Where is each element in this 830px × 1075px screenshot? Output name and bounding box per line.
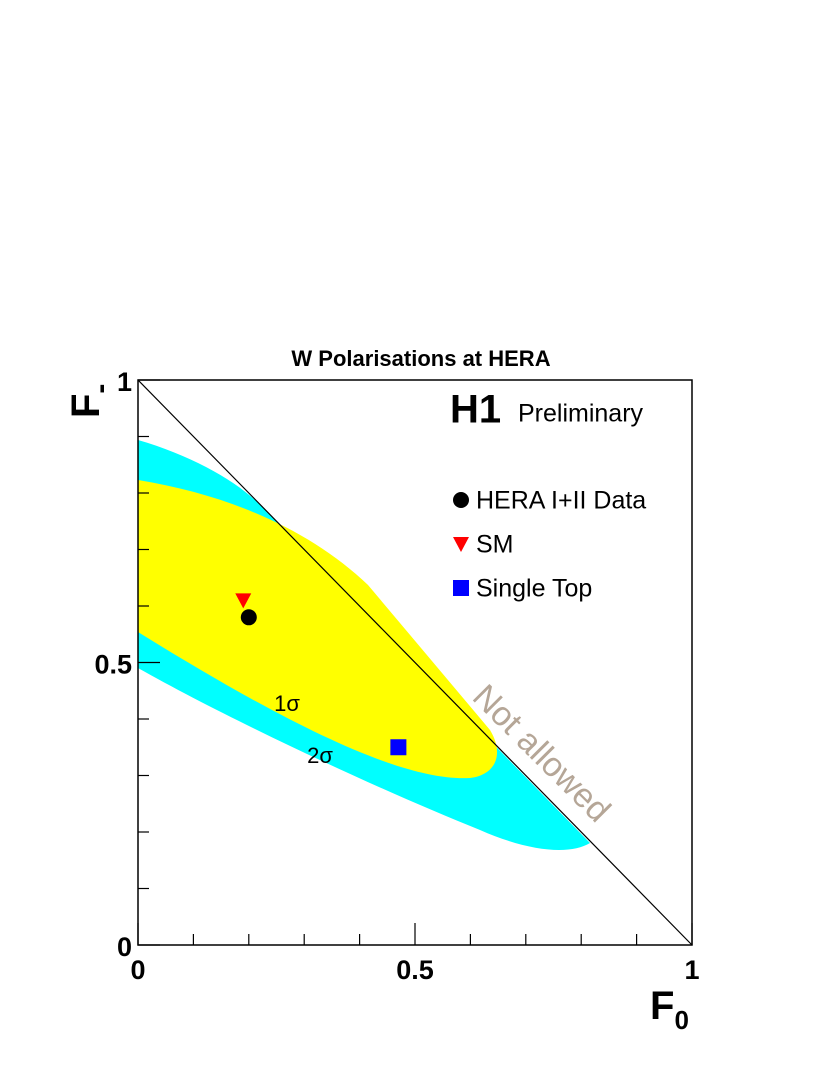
kinematic-boundary [137, 379, 693, 946]
data-point [240, 609, 257, 626]
data-point [235, 593, 252, 609]
legend-label: HERA I+II Data [476, 487, 646, 515]
legend-marker [453, 580, 469, 596]
legend-marker [453, 537, 469, 552]
status-label: Preliminary [518, 400, 644, 428]
one-sigma-region [138, 480, 498, 779]
legend-label: SM [476, 531, 514, 559]
one-sigma-label: 1σ [274, 691, 300, 716]
legend-marker [453, 492, 469, 508]
x-tick-label: 0 [130, 955, 145, 985]
x-tick-label: 1 [684, 955, 699, 985]
y-axis-label: F- [64, 384, 117, 418]
y-tick-label: 0.5 [94, 650, 132, 680]
legend-label: Single Top [476, 575, 592, 603]
two-sigma-label: 2σ [307, 743, 333, 768]
x-tick-label: 0.5 [396, 955, 434, 985]
y-tick-label: 0 [117, 932, 132, 962]
x-axis-label: F0 [650, 984, 689, 1035]
experiment-label: H1 [450, 388, 501, 432]
y-tick-label: 1 [117, 367, 132, 397]
chart-title: W Polarisations at HERA [291, 346, 550, 371]
data-point [390, 739, 407, 756]
